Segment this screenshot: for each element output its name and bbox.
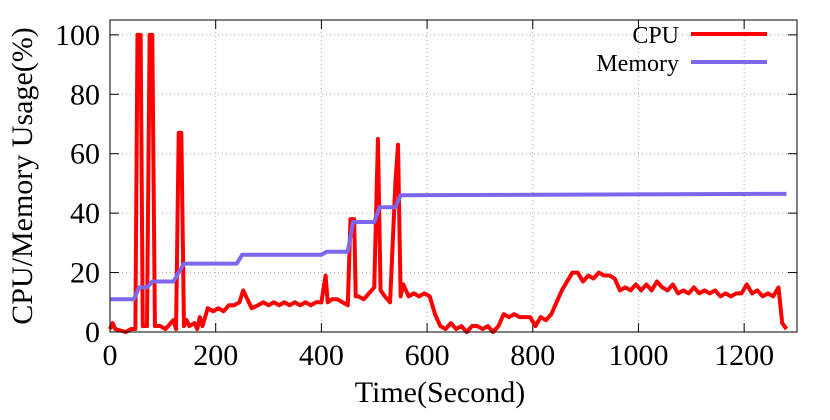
x-tick-label: 400 <box>299 339 344 372</box>
y-tick-label: 60 <box>70 138 100 171</box>
x-axis-title: Time(Second) <box>355 376 526 409</box>
x-tick-label: 600 <box>405 339 450 372</box>
x-tick-label: 1000 <box>608 339 668 372</box>
plot-frame <box>109 19 798 333</box>
series-line <box>110 191 787 302</box>
x-tick-label: 200 <box>193 339 238 372</box>
y-tick-label: 20 <box>70 257 100 290</box>
y-tick-label: 0 <box>85 316 100 349</box>
y-tick-label: 40 <box>70 197 100 230</box>
x-tick-label: 800 <box>510 339 555 372</box>
legend-label: CPU <box>632 23 679 49</box>
series-line <box>108 32 789 334</box>
legend-label: Memory <box>596 51 679 77</box>
y-axis-title: CPU/Memory Usage(%) <box>6 27 39 324</box>
x-tick-label: 1200 <box>714 339 774 372</box>
y-tick-label: 80 <box>70 78 100 111</box>
x-tick-label: 0 <box>103 339 118 372</box>
y-tick-label: 100 <box>55 19 100 52</box>
